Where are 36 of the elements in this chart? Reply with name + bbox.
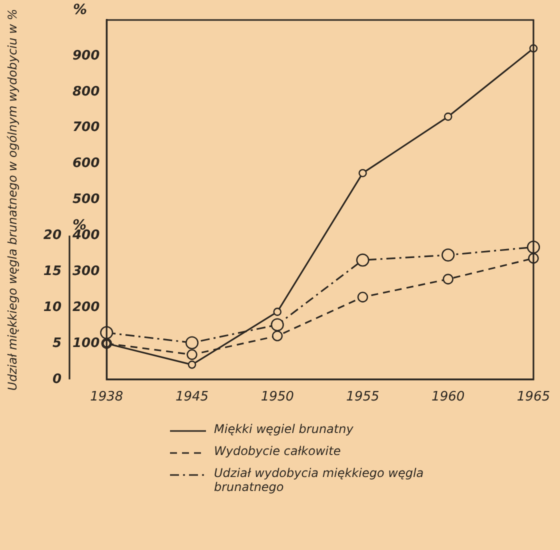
legend-label: Udział wydobycia miękkiego węgla brunatnego: [214, 466, 425, 494]
point: [442, 248, 455, 262]
x-tick-label: 1945: [175, 390, 209, 405]
y2-tick-label: 5: [52, 336, 62, 351]
point: [357, 292, 368, 302]
point: [185, 336, 199, 350]
y2-tick-label: 10: [43, 300, 62, 315]
point: [356, 254, 370, 267]
x-tick-label: 1938: [90, 390, 124, 405]
y-tick-label: 100: [72, 336, 100, 351]
point: [186, 349, 198, 360]
point: [272, 330, 283, 342]
y2-tick-label: 15: [43, 264, 62, 279]
point: [273, 308, 282, 316]
point: [188, 360, 196, 369]
y2-tick-label: 20: [43, 228, 62, 244]
y-tick-label: 500: [72, 192, 100, 208]
y-axis-title: %: [73, 2, 88, 18]
legend-label: Wydobycie całkowite: [214, 444, 341, 458]
y-tick-label: 900: [72, 48, 100, 64]
point: [270, 318, 284, 332]
y-tick-label: 800: [72, 84, 100, 100]
y-tick-label: 700: [72, 120, 100, 136]
point: [442, 274, 454, 284]
x-tick-label: 1965: [516, 390, 550, 405]
x-tick-label: 1950: [260, 390, 294, 405]
point: [358, 168, 367, 178]
y-tick-label: 600: [72, 156, 100, 172]
x-tick-label: 1960: [432, 390, 465, 405]
legend-label: Miękki węgiel brunatny: [214, 422, 354, 436]
y-tick-label: 200: [72, 300, 100, 315]
point: [444, 112, 452, 121]
y2-tick-label: 0: [52, 372, 62, 387]
y-tick-label: 300: [72, 264, 100, 279]
y2-axis-title: Udział miękkiego węgla brunatnego w ogólnym wydobyciu w %: [5, 8, 20, 391]
x-tick-label: 1955: [346, 390, 380, 405]
